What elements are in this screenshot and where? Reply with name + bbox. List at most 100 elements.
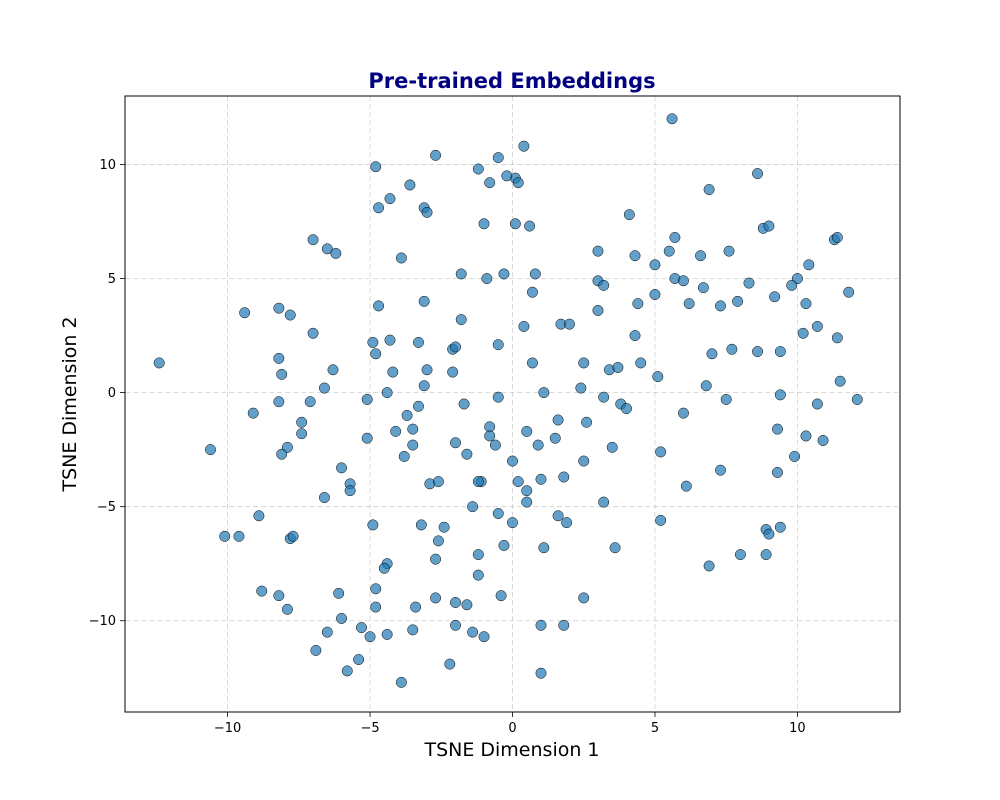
data-point (800, 430, 812, 442)
data-point (447, 366, 459, 378)
data-point (370, 161, 382, 173)
data-point (760, 549, 772, 561)
data-point (623, 209, 635, 221)
data-point (495, 590, 507, 602)
data-point (532, 439, 544, 451)
data-point (763, 220, 775, 232)
data-point (635, 357, 647, 369)
x-tick-label: −5 (360, 721, 379, 736)
data-point (373, 300, 385, 312)
data-point (763, 528, 775, 540)
data-point (318, 382, 330, 394)
data-point (769, 291, 781, 303)
data-point (296, 416, 308, 428)
data-point (489, 439, 501, 451)
data-point (461, 448, 473, 460)
y-tick-label: 5 (108, 272, 116, 287)
data-point (649, 289, 661, 300)
data-point (361, 393, 373, 405)
data-point (558, 619, 570, 631)
data-point (318, 492, 330, 503)
data-point (612, 362, 624, 373)
data-point (649, 259, 661, 271)
data-point (695, 250, 707, 262)
data-point (304, 396, 316, 408)
data-point (361, 432, 373, 444)
data-point (598, 391, 610, 403)
data-point (492, 508, 504, 519)
data-point (373, 202, 385, 214)
data-point (413, 400, 424, 412)
data-point (381, 387, 393, 399)
data-point (538, 542, 550, 554)
data-point (578, 455, 590, 467)
data-point (484, 421, 496, 433)
data-point (703, 560, 715, 572)
data-point (524, 220, 536, 232)
data-point (678, 407, 689, 419)
x-tick-label: 10 (789, 721, 806, 736)
data-point (378, 562, 390, 574)
data-point (552, 414, 564, 426)
data-point (432, 476, 444, 488)
data-point (296, 428, 308, 440)
data-point (811, 320, 823, 332)
data-point (233, 530, 245, 542)
data-point (472, 476, 484, 488)
data-point (478, 218, 490, 230)
data-point (333, 587, 345, 599)
x-tick-label: 0 (508, 721, 516, 736)
data-point (461, 599, 473, 611)
data-point (752, 346, 763, 357)
data-point (834, 375, 846, 387)
data-point (356, 622, 367, 634)
data-point (273, 590, 285, 602)
data-point (273, 352, 285, 364)
data-point (398, 451, 410, 462)
data-point (484, 177, 496, 189)
data-point (284, 309, 296, 321)
data-point (353, 654, 365, 665)
data-point (535, 473, 547, 485)
data-point (720, 393, 732, 405)
data-point (561, 517, 573, 529)
data-point (521, 496, 533, 508)
data-point (256, 585, 268, 597)
data-point (507, 517, 518, 529)
data-point (529, 268, 541, 280)
data-point (341, 665, 353, 677)
data-point (851, 393, 863, 405)
data-point (273, 302, 285, 314)
data-point (418, 380, 430, 392)
data-point (432, 535, 444, 547)
data-point (455, 268, 467, 280)
data-point (803, 259, 815, 271)
data-point (481, 273, 493, 284)
data-point (281, 603, 293, 615)
data-point (413, 336, 424, 348)
data-point (276, 368, 288, 380)
data-point (797, 327, 809, 339)
data-point (401, 409, 413, 421)
data-point (535, 619, 547, 631)
data-point (321, 626, 333, 638)
data-point (387, 366, 399, 378)
data-point (655, 446, 667, 458)
data-point (811, 398, 823, 410)
grid-lines (125, 96, 900, 712)
data-point (800, 298, 812, 310)
data-point (310, 644, 322, 656)
data-point (421, 364, 433, 376)
data-point (287, 530, 299, 542)
data-point (498, 268, 510, 280)
data-point (703, 184, 715, 195)
x-axis-ticks: −10 −5 0 5 10 (214, 712, 806, 736)
data-point (558, 471, 570, 483)
data-point (521, 425, 533, 437)
data-point (629, 250, 641, 262)
data-point (407, 624, 419, 636)
data-point (606, 441, 618, 453)
data-point (734, 549, 746, 561)
data-point (552, 510, 564, 522)
data-point (598, 496, 610, 508)
